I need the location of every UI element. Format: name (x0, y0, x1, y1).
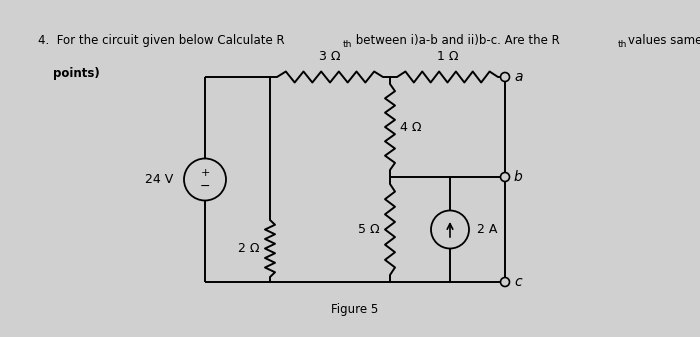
Text: 5 Ω: 5 Ω (358, 223, 380, 236)
Circle shape (500, 72, 510, 82)
Text: 24 V: 24 V (145, 173, 173, 186)
Text: 4 Ω: 4 Ω (400, 121, 421, 133)
Text: a: a (514, 70, 522, 84)
Text: Figure 5: Figure 5 (331, 304, 379, 316)
Circle shape (500, 173, 510, 182)
Text: 2 A: 2 A (477, 223, 498, 236)
Text: 3 Ω: 3 Ω (319, 50, 341, 63)
Text: th: th (342, 40, 351, 50)
Text: between i)a-b and ii)b-c. Are the R: between i)a-b and ii)b-c. Are the R (352, 34, 560, 47)
Text: points): points) (52, 67, 99, 81)
Text: 4.  For the circuit given below Calculate R: 4. For the circuit given below Calculate… (38, 34, 285, 47)
Text: th: th (618, 40, 627, 50)
Text: 1 Ω: 1 Ω (437, 50, 459, 63)
Circle shape (500, 277, 510, 286)
Text: +: + (200, 168, 210, 178)
Text: c: c (514, 275, 522, 289)
Text: values same? (20: values same? (20 (628, 34, 700, 47)
Text: −: − (199, 180, 210, 193)
Text: b: b (514, 170, 523, 184)
Text: 2 Ω: 2 Ω (239, 242, 260, 255)
